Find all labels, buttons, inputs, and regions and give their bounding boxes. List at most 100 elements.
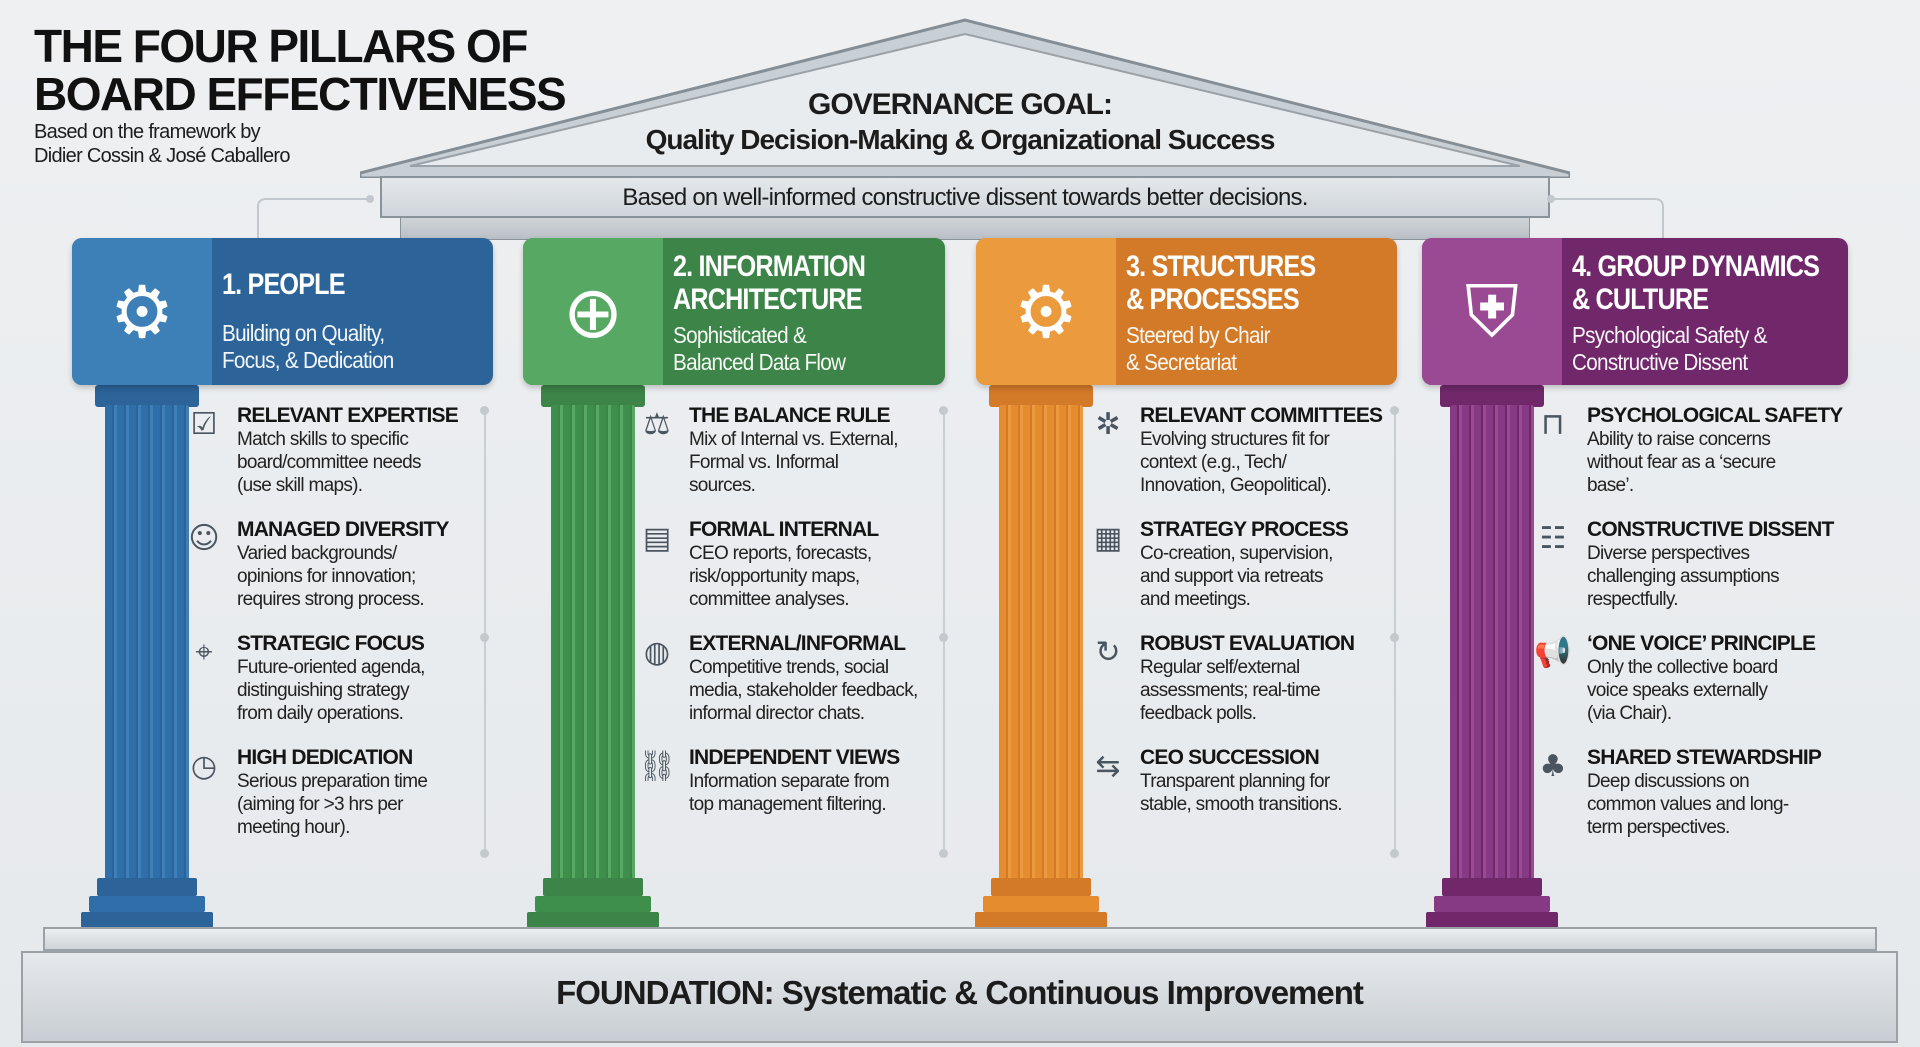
pillar-shaft <box>999 405 1083 880</box>
item-title: INDEPENDENT VIEWS <box>689 746 900 769</box>
item-description: Ability to raise concerns without fear a… <box>1587 429 1776 496</box>
pillar-capital <box>95 385 199 407</box>
item-title: ‘ONE VOICE’ PRINCIPLE <box>1587 632 1816 655</box>
item-description: Regular self/external assessments; real-… <box>1140 657 1321 724</box>
item-title: PSYCHOLOGICAL SAFETY <box>1587 404 1843 427</box>
pillar-header-card-4: ⛨ 4. GROUP DYNAMICS & CULTURE Psychologica… <box>1422 238 1848 385</box>
speech-shield-icon-box: ⛨ <box>1422 238 1562 385</box>
pillar-capital <box>989 385 1093 407</box>
separator-line <box>943 410 945 853</box>
separator-dot <box>939 849 948 858</box>
telescope-icon: ⌖ <box>195 635 213 670</box>
foundation-step <box>43 927 1877 951</box>
item-title: RELEVANT COMMITTEES <box>1140 404 1383 427</box>
connector-line-left <box>257 195 374 240</box>
separator-dot <box>480 633 489 642</box>
foundation-block <box>21 951 1898 1043</box>
globe-ear-icon: ◍ <box>643 635 671 670</box>
separator-line <box>484 410 486 853</box>
item-description: Co-creation, supervision, and support vi… <box>1140 543 1333 610</box>
separator-dot <box>1390 406 1399 415</box>
item-description: Future-oriented agenda, distinguishing s… <box>237 657 425 724</box>
connector-line-right <box>1547 195 1664 240</box>
pillar-base <box>81 912 213 928</box>
separator-dot <box>939 406 948 415</box>
page-title: THE FOUR PILLARS OF BOARD EFFECTIVENESS <box>34 20 567 120</box>
pillar-subtitle: Building on Quality, Focus, & Dedication <box>222 320 394 373</box>
foundation-text: FOUNDATION: Systematic & Continuous Impr… <box>556 974 1364 1011</box>
governance-goal: Quality Decision-Making & Organizational… <box>645 124 1276 155</box>
network-gear-icon: ✲ <box>1095 407 1121 442</box>
item-description: Diverse perspectives challenging assumpt… <box>1587 543 1780 610</box>
entablature <box>380 176 1550 218</box>
pillar-title: 4. GROUP DYNAMICS & CULTURE <box>1572 250 1820 316</box>
pillar-header-card-1: ⚙ 1. PEOPLE Building on Quality, Focus, & … <box>72 238 493 385</box>
head-gears-icon-box: ⚙ <box>72 238 212 385</box>
item-title: EXTERNAL/INFORMAL <box>689 632 906 655</box>
report-document-icon: ▤ <box>642 521 672 556</box>
pillar-base <box>1442 878 1542 896</box>
item-title: CEO SUCCESSION <box>1140 746 1320 769</box>
brain-check-icon: ☑ <box>190 407 218 442</box>
group-icon: ☺ <box>188 521 220 556</box>
roof-pediment <box>360 18 1570 178</box>
pillar-title: 3. STRUCTURES & PROCESSES <box>1126 250 1316 316</box>
pillar-base <box>991 878 1091 896</box>
pillar-base <box>1426 912 1558 928</box>
item-description: Evolving structures fit for context (e.g… <box>1140 429 1332 496</box>
item-description: Mix of Internal vs. External, Formal vs.… <box>689 429 899 496</box>
strategy-board-icon: ▦ <box>1093 521 1123 556</box>
item-title: HIGH DEDICATION <box>237 746 413 769</box>
pillar-header-card-2: ⊕ 2. INFORMATION ARCHITECTURE Sophisticate… <box>523 238 945 385</box>
item-title: ROBUST EVALUATION <box>1140 632 1355 655</box>
item-description: Competitive trends, social media, stakeh… <box>689 657 918 724</box>
item-description: Deep discussions on common values and lo… <box>1587 771 1789 838</box>
head-gears-icon: ⚙ <box>109 269 175 354</box>
entablature-lower <box>400 218 1530 240</box>
item-description: Information separate from top management… <box>689 771 890 815</box>
people-discussion-icon: ☷ <box>1539 521 1567 556</box>
link-icon: ⛓ <box>637 749 677 784</box>
governance-goal-label: GOVERNANCE GOAL: <box>807 88 1113 121</box>
speech-shield-icon: ⛨ <box>1464 268 1519 353</box>
cycle-evaluation-icon: ↻ <box>1095 635 1121 670</box>
globe-arrows-icon: ⊕ <box>562 269 624 354</box>
pillar-base <box>543 878 643 896</box>
pillar-shaft <box>105 405 189 880</box>
tree-icon: ♣ <box>1539 749 1567 784</box>
pillar-title: 1. PEOPLE <box>222 268 346 301</box>
item-description: Transparent planning for stable, smooth … <box>1140 771 1343 815</box>
balance-scale-icon: ⚖ <box>643 407 671 442</box>
pillar-header-card-3: ⚙ 3. STRUCTURES & PROCESSES Steered by Cha… <box>976 238 1397 385</box>
pillar-base <box>1434 896 1550 912</box>
pillar-subtitle: Psychological Safety & Constructive Diss… <box>1572 322 1767 375</box>
gears-flow-icon-box: ⚙ <box>976 238 1116 385</box>
pillar-subtitle: Sophisticated & Balanced Data Flow <box>673 322 846 375</box>
entablature-text: Based on well-informed constructive diss… <box>622 184 1308 211</box>
item-title: RELEVANT EXPERTISE <box>237 404 459 427</box>
pillar-capital <box>1440 385 1544 407</box>
item-description: Serious preparation time (aiming for >3 … <box>237 771 428 838</box>
pillar-base <box>975 912 1107 928</box>
item-title: STRATEGIC FOCUS <box>237 632 425 655</box>
clock-book-icon: ◷ <box>190 749 218 784</box>
pillar-base <box>527 912 659 928</box>
item-description: Varied backgrounds/ opinions for innovat… <box>237 543 425 610</box>
separator-dot <box>939 633 948 642</box>
separator-line <box>1394 410 1396 853</box>
item-title: FORMAL INTERNAL <box>689 518 879 541</box>
handshake-icon: ⇆ <box>1095 749 1121 784</box>
pillar-base <box>983 896 1099 912</box>
item-title: THE BALANCE RULE <box>689 404 891 427</box>
gears-flow-icon: ⚙ <box>1013 269 1079 354</box>
globe-arrows-icon-box: ⊕ <box>523 238 663 385</box>
pillar-base <box>97 878 197 896</box>
separator-dot <box>1390 849 1399 858</box>
item-description: CEO reports, forecasts, risk/opportunity… <box>689 543 872 610</box>
padlock-icon: ⊓ <box>1541 407 1565 442</box>
item-description: Match skills to specific board/committee… <box>237 429 422 496</box>
item-title: STRATEGY PROCESS <box>1140 518 1349 541</box>
pillar-shaft <box>551 405 635 880</box>
pillar-subtitle: Steered by Chair & Secretariat <box>1126 322 1271 375</box>
item-description: Only the collective board voice speaks e… <box>1587 657 1778 724</box>
